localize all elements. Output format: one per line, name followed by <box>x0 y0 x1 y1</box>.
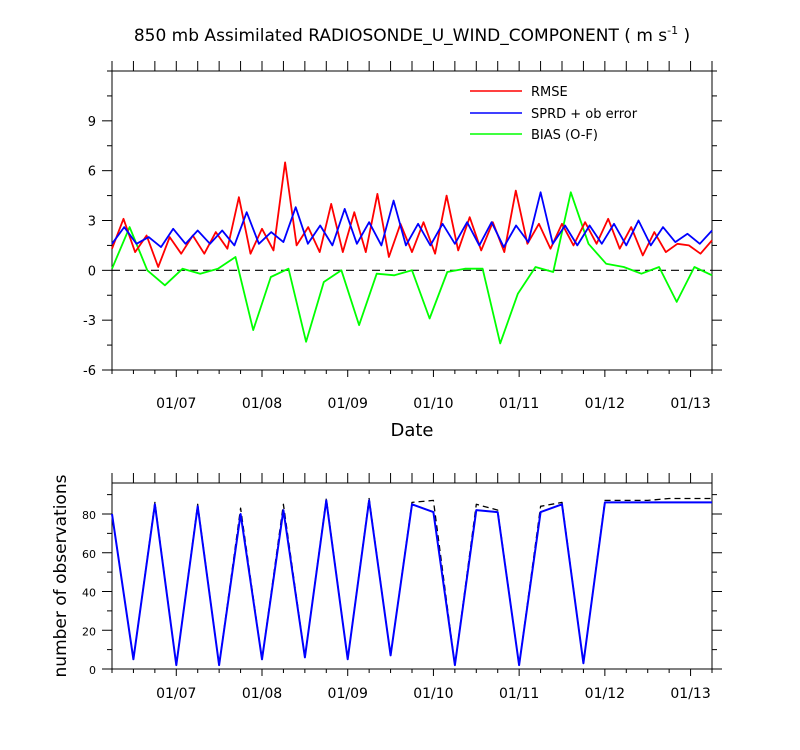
x-tick-label: 01/09 <box>328 686 368 702</box>
bottom-axis-ticks: 01/07 01/08 01/09 01/10 01/11 01/12 01/13 0 20 40… <box>82 473 722 702</box>
total-observations-line <box>111 497 712 666</box>
bias-line <box>111 191 713 345</box>
y-tick-label: 40 <box>82 587 96 600</box>
y-tick-label: -6 <box>83 364 96 379</box>
y-tick-label: 3 <box>88 215 96 230</box>
x-tick-label: 01/10 <box>413 396 453 412</box>
legend-rmse-label: RMSE <box>531 85 568 100</box>
x-tick-label: 01/13 <box>670 686 710 702</box>
top-series-group <box>111 161 713 345</box>
top-panel: 01/07 01/08 01/09 01/10 01/11 01/12 01/13 -6 -3 0… <box>83 61 722 441</box>
top-axis-ticks: 01/07 01/08 01/09 01/10 01/11 01/12 01/13 -6 -3 0… <box>83 61 722 412</box>
x-tick-label: 01/13 <box>670 396 710 412</box>
y-tick-label: 80 <box>82 509 96 522</box>
legend-bias-label: BIAS (O-F) <box>531 128 598 143</box>
bottom-series-group <box>111 497 712 667</box>
x-tick-label: 01/12 <box>585 686 625 702</box>
y-tick-label: 60 <box>82 548 96 561</box>
y-tick-label: -3 <box>83 314 96 329</box>
y-axis-title: number of observations <box>51 474 71 677</box>
x-tick-label: 01/10 <box>413 686 453 702</box>
x-tick-label: 01/09 <box>328 396 368 412</box>
sprd-line <box>111 191 713 249</box>
chart-title: 850 mb Assimilated RADIOSONDE_U_WIND_COM… <box>134 24 690 46</box>
legend-sprd-label: SPRD + ob error <box>531 107 638 122</box>
y-tick-label: 0 <box>89 664 96 677</box>
x-tick-label: 01/12 <box>585 396 625 412</box>
bottom-panel: 01/07 01/08 01/09 01/10 01/11 01/12 01/13 0 20 40… <box>51 473 722 702</box>
y-tick-label: 9 <box>88 115 96 130</box>
y-tick-label: 6 <box>88 165 96 180</box>
used-observations-line <box>111 499 712 667</box>
x-axis-title: Date <box>390 420 433 441</box>
y-tick-label: 0 <box>88 264 96 279</box>
y-tick-label: 20 <box>82 625 96 638</box>
x-tick-label: 01/08 <box>242 686 282 702</box>
x-tick-label: 01/07 <box>156 396 196 412</box>
x-tick-label: 01/07 <box>156 686 196 702</box>
x-tick-label: 01/11 <box>499 396 539 412</box>
x-tick-label: 01/08 <box>242 396 282 412</box>
legend: RMSE SPRD + ob error BIAS (O-F) <box>470 85 638 143</box>
rmse-line <box>111 161 713 268</box>
x-tick-label: 01/11 <box>499 686 539 702</box>
